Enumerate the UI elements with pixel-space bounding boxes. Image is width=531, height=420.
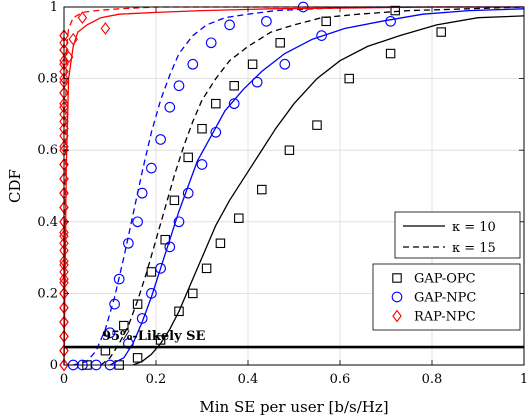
series-marker-gap-npc-k15 (136, 187, 148, 199)
series-marker-gap-opc-k15 (146, 267, 157, 277)
series-marker-gap-opc-k15 (211, 98, 221, 109)
series-line-rap-npc-k10 (63, 6, 524, 366)
series-line-gap-opc-k15 (100, 6, 525, 366)
y-tick-label: 0.2 (37, 286, 58, 301)
series-marker-gap-npc-k15 (205, 37, 217, 49)
series-marker-gap-npc-k15 (261, 15, 272, 27)
series-marker-gap-opc-k10 (234, 213, 244, 223)
series-marker-gap-opc-k15 (197, 123, 207, 134)
series-marker-gap-npc-k10 (173, 216, 185, 228)
legend-marker-gap-npc (391, 291, 403, 303)
legend-label-kappa: κ = 10 (452, 220, 496, 235)
series-marker-gap-npc-k10 (155, 262, 166, 274)
x-axis-label: Min SE per user [b/s/Hz] (199, 398, 388, 416)
series-marker-gap-opc-k10 (385, 48, 396, 59)
series-marker-gap-npc-k15 (109, 298, 120, 310)
series-marker-gap-opc-k15 (321, 16, 331, 27)
series-marker-gap-npc-k10 (228, 98, 240, 110)
series-marker-gap-opc-k15 (275, 38, 285, 48)
x-tick-label: 0.6 (330, 372, 351, 387)
series-marker-gap-npc-k15 (104, 327, 116, 339)
series-marker-gap-opc-k10 (284, 145, 295, 155)
series-marker-gap-npc-k15 (146, 162, 157, 174)
series-marker-rap-npc-k15 (100, 22, 111, 35)
series-marker-rap-npc-k15 (59, 358, 69, 372)
series-marker-gap-npc-k15 (123, 237, 134, 249)
series-marker-gap-npc-k10 (210, 126, 222, 138)
legend-marker-rap-npc (392, 309, 402, 323)
series-marker-gap-npc-k10 (196, 159, 208, 170)
series-marker-gap-npc-k10 (385, 15, 396, 27)
series-marker-gap-opc-k10 (188, 288, 198, 299)
series-marker-gap-npc-k10 (136, 313, 148, 324)
linestyle-legend: κ = 10 κ = 15 (394, 211, 521, 259)
series-marker-gap-opc-k10 (436, 27, 446, 37)
series-marker-gap-opc-k10 (257, 184, 267, 195)
legend-label-scheme: GAP-OPC (414, 272, 476, 287)
series-marker-gap-npc-k10 (279, 58, 291, 70)
series-marker-gap-npc-k15 (155, 134, 166, 145)
x-tick-label: 1 (520, 372, 528, 387)
series-marker-gap-npc-k15 (132, 216, 143, 228)
legend-label-scheme: RAP-NPC (414, 310, 476, 325)
reference-line-layer: 95%-Likely SE (64, 329, 524, 349)
series-marker-rap-npc-k15 (77, 11, 88, 25)
series-marker-gap-opc-k10 (132, 353, 143, 363)
series-marker-gap-npc-k15 (164, 101, 176, 113)
series-marker-gap-opc-k10 (312, 120, 322, 130)
y-axis-label: CDF (6, 169, 24, 203)
series-marker-gap-opc-k15 (247, 59, 258, 70)
series-marker-rap-npc-k15 (68, 32, 78, 46)
series-marker-gap-opc-k10 (215, 238, 226, 249)
y-tick-label: 0 (50, 358, 58, 373)
series-marker-gap-npc-k10 (316, 30, 327, 41)
series-marker-gap-npc-k15 (113, 273, 125, 285)
series-marker-gap-opc-k15 (132, 299, 143, 309)
reference-line-label: 95%-Likely SE (102, 329, 206, 344)
series-gap-opc-k10 (114, 15, 525, 370)
marker-legend: GAP-OPC GAP-NPC RAP-NPC (372, 263, 521, 331)
legend-label-scheme: GAP-NPC (414, 291, 476, 306)
series-line-gap-npc-k15 (73, 6, 524, 366)
series-gap-opc-k15 (82, 5, 525, 370)
legend-marker-gap-opc (392, 273, 402, 283)
y-tick-label: 0.4 (37, 215, 58, 230)
series-marker-gap-npc-k15 (173, 80, 185, 92)
series-marker-gap-npc-k10 (182, 187, 194, 199)
axis-ticks: 0 0.2 0.4 0.6 0.8 1 0 0.2 0.4 0.6 0.8 1 (37, 0, 528, 387)
series-marker-gap-npc-k15 (224, 19, 235, 31)
series-marker-gap-opc-k10 (174, 306, 184, 317)
y-tick-label: 0.8 (37, 72, 58, 87)
series-marker-gap-opc-k10 (201, 263, 212, 274)
x-tick-label: 0.8 (422, 372, 443, 387)
series-marker-gap-opc-k15 (183, 152, 193, 163)
series-marker-gap-npc-k10 (146, 288, 157, 299)
series-marker-gap-opc-k15 (119, 320, 129, 331)
x-tick-label: 0.2 (146, 372, 167, 387)
y-tick-label: 0.6 (37, 143, 58, 158)
series-marker-gap-opc-k15 (229, 81, 239, 91)
marker-legend-box (372, 263, 521, 331)
series-marker-gap-opc-k15 (169, 195, 180, 206)
series-line-gap-npc-k10 (109, 8, 525, 366)
series-marker-gap-npc-k10 (251, 76, 263, 88)
series-marker-rap-npc-k15 (63, 50, 74, 64)
y-tick-label: 1 (50, 0, 58, 15)
legend-label-kappa: κ = 15 (452, 241, 496, 256)
series-marker-gap-npc-k10 (164, 241, 176, 253)
series-marker-gap-opc-k10 (344, 73, 354, 84)
series-marker-gap-opc-k10 (155, 335, 166, 345)
series-marker-gap-npc-k15 (187, 58, 199, 70)
x-tick-label: 0 (60, 372, 68, 387)
plot-frame (63, 6, 525, 366)
x-tick-label: 0.4 (238, 372, 259, 387)
linestyle-legend-box (394, 211, 521, 259)
